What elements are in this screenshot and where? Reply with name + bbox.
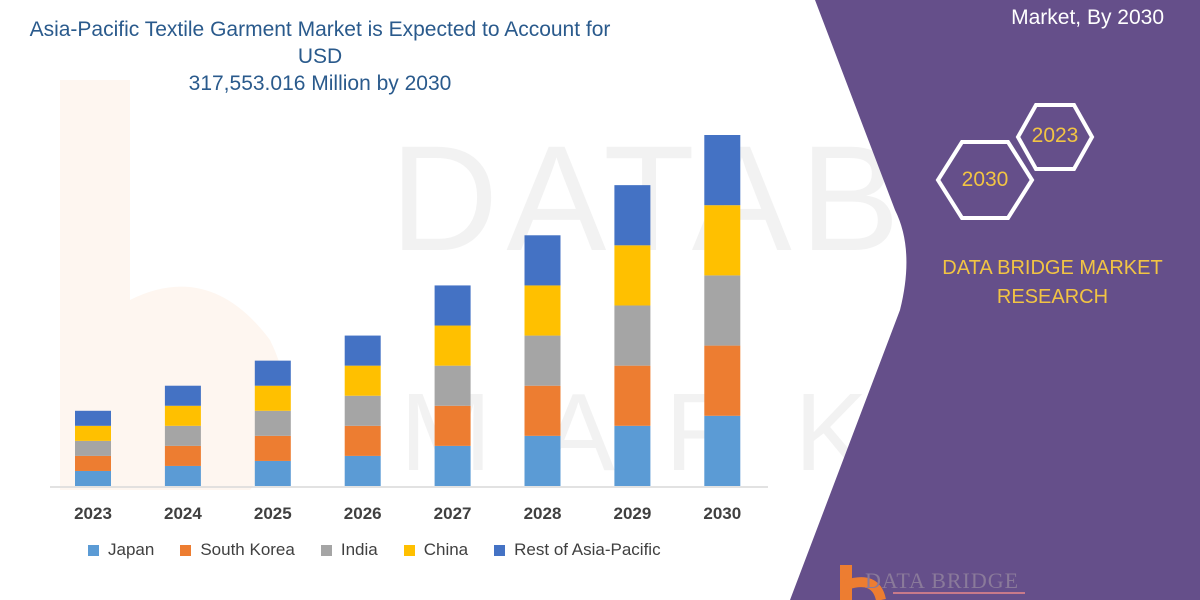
hexagon-2030 <box>935 140 1035 220</box>
legend-item-south-korea: South Korea <box>180 540 295 560</box>
bar-2025-india <box>254 410 291 436</box>
hex-label-2030: 2030 <box>961 168 1009 191</box>
bar-2029-south-korea <box>614 365 651 426</box>
bar-2030-china <box>704 205 741 276</box>
bar-2026-south-korea <box>344 425 381 456</box>
bar-2023-south-korea <box>75 455 111 471</box>
title-line-2: 317,553.016 Million by 2030 <box>188 72 452 95</box>
title-line-1: Asia-Pacific Textile Garment Market is E… <box>29 18 611 68</box>
bar-2029-rest-of-asia-pacific <box>614 185 651 246</box>
bar-2030-south-korea <box>704 345 741 416</box>
bar-2025-south-korea <box>254 435 291 461</box>
x-tick-2026: 2026 <box>344 504 382 523</box>
bar-2027-japan <box>434 445 471 486</box>
bar-2024-china <box>164 405 201 426</box>
logo-text: DATA BRIDGE <box>865 568 1020 593</box>
bar-2026-japan <box>344 455 381 486</box>
bar-2023-india <box>75 440 111 456</box>
bar-2025-china <box>254 385 291 411</box>
bar-2024-japan <box>164 465 201 486</box>
bar-2030-rest-of-asia-pacific <box>704 135 741 206</box>
bar-2024-rest-of-asia-pacific <box>164 385 201 406</box>
bar-2023-china <box>75 425 111 441</box>
chart-title: Asia-Pacific Textile Garment Market is E… <box>20 16 620 97</box>
bar-2024-south-korea <box>164 445 201 466</box>
bar-2028-rest-of-asia-pacific <box>524 235 561 286</box>
panel-heading: Market, By 2030 <box>1011 6 1164 29</box>
x-tick-2027: 2027 <box>434 504 472 523</box>
legend-swatch <box>88 544 99 556</box>
purple-panel <box>790 0 1200 600</box>
legend-label: China <box>423 540 469 559</box>
bar-2027-china <box>434 325 471 366</box>
legend-label: Japan <box>108 540 155 559</box>
legend-swatch <box>320 544 332 556</box>
legend-item-rest-of-asia-pacific: Rest of Asia-Pacific <box>494 540 661 560</box>
bar-2028-china <box>524 285 561 336</box>
bar-2023-japan <box>75 470 111 486</box>
legend-swatch <box>403 544 415 556</box>
bar-2029-japan <box>614 425 651 486</box>
bar-2024-india <box>164 425 201 446</box>
bars <box>75 135 741 486</box>
bar-2028-south-korea <box>524 385 561 436</box>
hex-label-2023: 2023 <box>1031 124 1079 147</box>
legend-label: Rest of Asia-Pacific <box>514 540 661 559</box>
legend-label: South Korea <box>200 540 295 559</box>
bar-2026-india <box>344 395 381 426</box>
legend-label: India <box>340 540 378 559</box>
bar-2029-india <box>614 305 651 366</box>
bar-2027-rest-of-asia-pacific <box>434 285 471 326</box>
legend: Japan South Korea India China Rest of Asia-P… <box>88 540 687 560</box>
legend-swatch <box>180 544 192 556</box>
bar-2028-india <box>524 335 561 386</box>
bar-2026-china <box>344 365 381 396</box>
x-tick-2029: 2029 <box>613 504 651 523</box>
brand-name: DATA BRIDGE MARKET RESEARCH <box>920 254 1185 312</box>
bar-2027-south-korea <box>434 405 471 446</box>
x-tick-2030: 2030 <box>703 504 741 523</box>
bar-2030-india <box>704 275 741 346</box>
legend-item-china: China <box>403 540 469 560</box>
brand-line-1: DATA BRIDGE MARKET <box>942 257 1163 279</box>
x-tick-2028: 2028 <box>524 504 562 523</box>
bar-2023-rest-of-asia-pacific <box>75 410 111 426</box>
x-tick-labels: 2023 2024 2025 2026 2027 2028 2029 2030 <box>74 504 741 523</box>
legend-item-india: India <box>320 540 378 560</box>
x-tick-2023: 2023 <box>74 504 112 523</box>
legend-item-japan: Japan <box>88 540 154 560</box>
bar-2028-japan <box>524 435 561 486</box>
logo-mark <box>840 565 1025 600</box>
legend-swatch <box>494 544 506 556</box>
bar-2025-japan <box>254 460 291 486</box>
brand-line-2: RESEARCH <box>996 286 1109 308</box>
bar-2026-rest-of-asia-pacific <box>344 335 381 366</box>
x-tick-2024: 2024 <box>164 504 202 523</box>
bar-2025-rest-of-asia-pacific <box>254 360 291 386</box>
bar-2030-japan <box>704 415 741 486</box>
x-tick-2025: 2025 <box>254 504 292 523</box>
bar-2027-india <box>434 365 471 406</box>
hexagon-2023 <box>1015 103 1095 171</box>
bar-2029-china <box>614 245 651 306</box>
